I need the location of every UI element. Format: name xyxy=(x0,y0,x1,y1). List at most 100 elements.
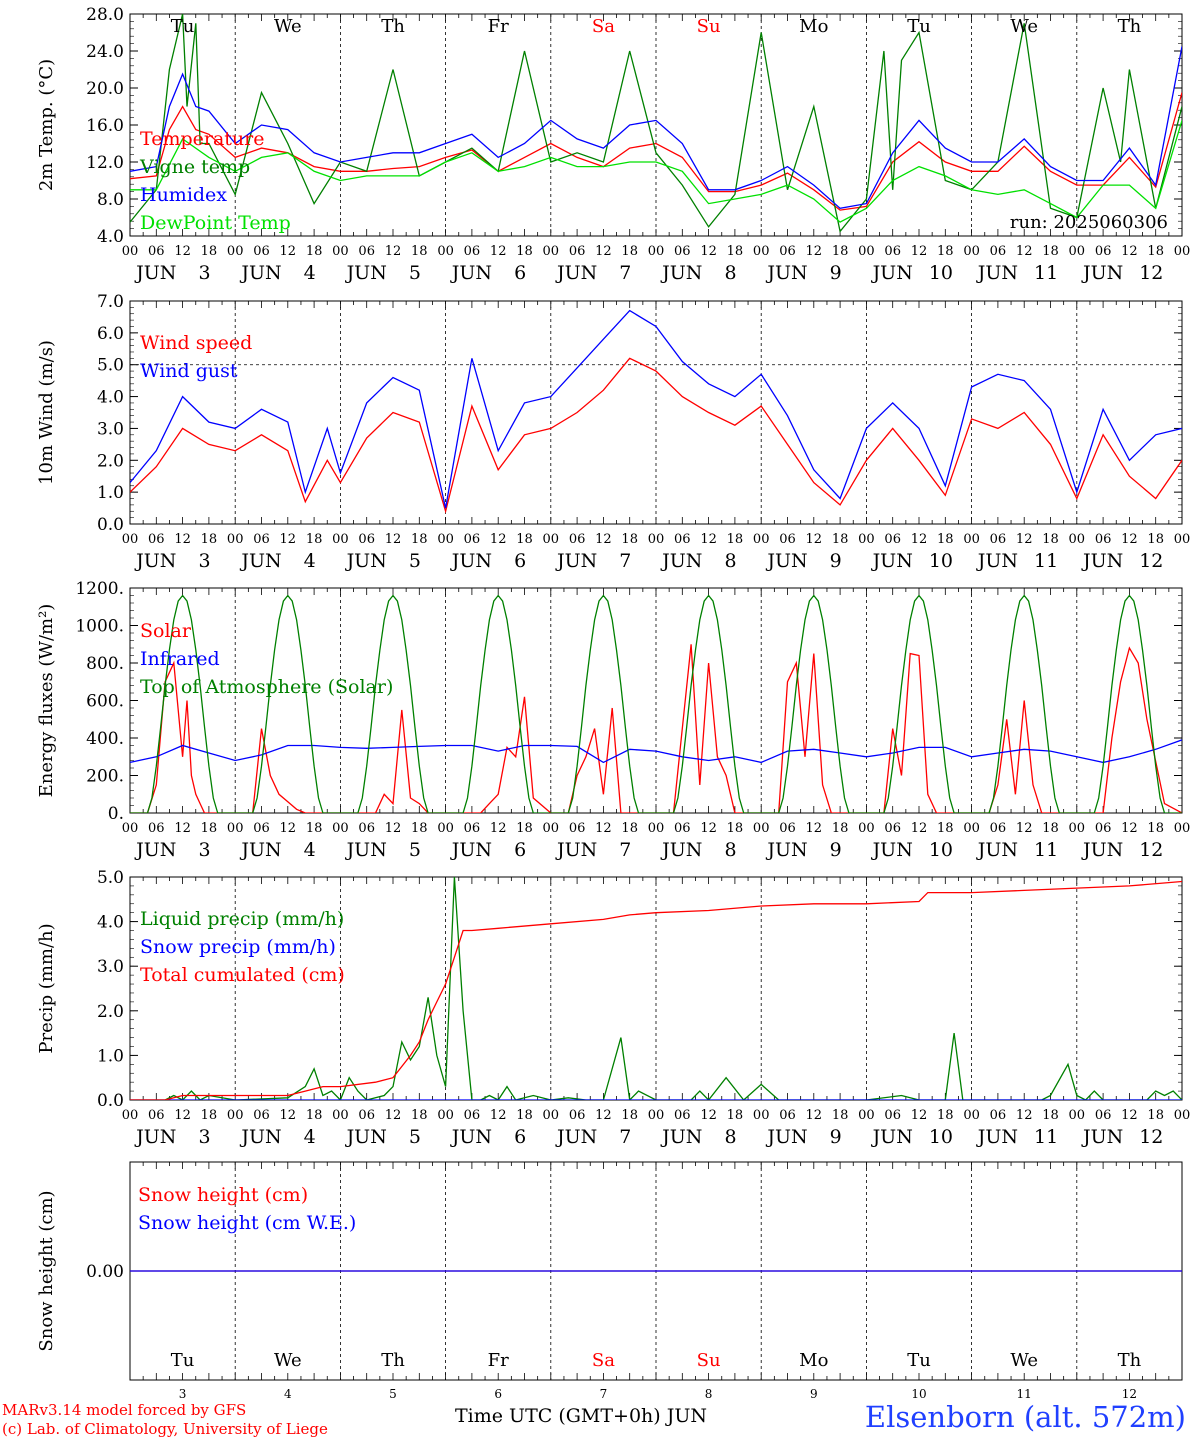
date-day: 7 xyxy=(619,262,631,284)
hour-label: 06 xyxy=(464,532,481,547)
weekday-label: Su xyxy=(697,1350,721,1371)
hour-label: 00 xyxy=(858,821,875,836)
hour-label: 18 xyxy=(1147,1108,1164,1123)
hour-label: 12 xyxy=(1121,1108,1138,1123)
hour-label: 06 xyxy=(253,821,270,836)
hour-label: 12 xyxy=(911,532,928,547)
hour-label: 00 xyxy=(332,532,349,547)
hour-label: 18 xyxy=(1147,532,1164,547)
lab-credit: (c) Lab. of Climatology, University of L… xyxy=(2,1420,328,1438)
hour-label: 18 xyxy=(937,244,954,259)
date-day: 7 xyxy=(619,839,631,861)
hour-label: 18 xyxy=(937,532,954,547)
date-day: 9 xyxy=(830,550,842,572)
hour-label: 00 xyxy=(332,1108,349,1123)
hour-label: 12 xyxy=(595,532,612,547)
date-day: 11 xyxy=(1034,839,1058,861)
hour-label: 06 xyxy=(990,1108,1007,1123)
date-month: JUN xyxy=(555,1126,597,1148)
hour-label: 00 xyxy=(1069,1108,1086,1123)
hour-label: 00 xyxy=(543,821,560,836)
weekday-label: Mo xyxy=(799,1350,828,1371)
date-month: JUN xyxy=(660,1126,702,1148)
hour-label: 00 xyxy=(227,1108,244,1123)
hour-label: 00 xyxy=(858,1108,875,1123)
hour-label: 18 xyxy=(306,1108,323,1123)
date-day: 8 xyxy=(724,839,736,861)
panel-5 xyxy=(129,1161,1183,1381)
date-month: JUN xyxy=(976,550,1018,572)
date-day: 7 xyxy=(619,1126,631,1148)
day-number: 4 xyxy=(284,1387,292,1401)
hour-label: 00 xyxy=(437,244,454,259)
date-month: JUN xyxy=(450,262,492,284)
date-day: 7 xyxy=(619,550,631,572)
hour-label: 18 xyxy=(1042,244,1059,259)
hour-label: 18 xyxy=(516,244,533,259)
series-line xyxy=(130,92,1182,211)
legend-entry: Snow height (cm W.E.) xyxy=(138,1212,356,1234)
hour-label: 12 xyxy=(280,532,297,547)
legend-entry: Solar xyxy=(140,620,192,642)
hour-label: 12 xyxy=(490,244,507,259)
hour-label: 00 xyxy=(122,532,139,547)
day-number: 11 xyxy=(1017,1387,1032,1401)
hour-label: 00 xyxy=(963,821,980,836)
hour-label: 12 xyxy=(1121,821,1138,836)
date-month: JUN xyxy=(239,262,281,284)
hour-label: 18 xyxy=(1147,244,1164,259)
date-month: JUN xyxy=(450,550,492,572)
hour-label: 12 xyxy=(911,821,928,836)
hour-label: 06 xyxy=(884,532,901,547)
date-month: JUN xyxy=(345,550,387,572)
hour-label: 00 xyxy=(543,532,560,547)
hour-label: 00 xyxy=(437,821,454,836)
series-line xyxy=(130,877,1182,1100)
hour-label: 06 xyxy=(569,244,586,259)
hour-label: 06 xyxy=(148,1108,165,1123)
station-label: Elsenborn (alt. 572m) xyxy=(864,1400,1186,1434)
date-day: 6 xyxy=(514,839,526,861)
date-day: 5 xyxy=(409,262,421,284)
y-tick-label: 1.0 xyxy=(97,483,124,503)
hour-label: 06 xyxy=(1095,244,1112,259)
hour-label: 18 xyxy=(727,244,744,259)
series-line xyxy=(130,46,1182,209)
hour-label: 18 xyxy=(1042,1108,1059,1123)
date-month: JUN xyxy=(555,550,597,572)
series-line xyxy=(130,594,1182,813)
hour-label: 06 xyxy=(253,532,270,547)
hour-label: 18 xyxy=(727,1108,744,1123)
date-month: JUN xyxy=(976,1126,1018,1148)
y-tick-label: 0. xyxy=(108,804,124,824)
hour-label: 18 xyxy=(306,532,323,547)
date-month: JUN xyxy=(345,1126,387,1148)
hour-label: 06 xyxy=(464,821,481,836)
date-month: JUN xyxy=(765,1126,807,1148)
date-month: JUN xyxy=(134,1126,176,1148)
date-month: JUN xyxy=(871,550,913,572)
hour-label: 12 xyxy=(700,532,717,547)
hour-label: 06 xyxy=(1095,1108,1112,1123)
panel-4 xyxy=(129,876,1183,1101)
y-tick-label: 5.0 xyxy=(97,868,124,888)
hour-label: 00 xyxy=(858,244,875,259)
day-number: 5 xyxy=(389,1387,397,1401)
date-day: 10 xyxy=(929,839,953,861)
y-axis-title: Precip (mm/h) xyxy=(36,923,57,1053)
hour-label: 12 xyxy=(595,821,612,836)
date-month: JUN xyxy=(1081,262,1123,284)
date-month: JUN xyxy=(871,1126,913,1148)
hour-label: 00 xyxy=(437,1108,454,1123)
hour-label: 18 xyxy=(201,821,218,836)
day-number: 3 xyxy=(179,1387,187,1401)
hour-label: 00 xyxy=(332,244,349,259)
date-month: JUN xyxy=(134,262,176,284)
hour-label: 12 xyxy=(174,1108,191,1123)
hour-label: 00 xyxy=(753,532,770,547)
hour-label: 00 xyxy=(858,532,875,547)
date-day: 6 xyxy=(514,262,526,284)
hour-label: 18 xyxy=(727,532,744,547)
weekday-label: Tu xyxy=(171,1350,195,1371)
date-day: 10 xyxy=(929,262,953,284)
